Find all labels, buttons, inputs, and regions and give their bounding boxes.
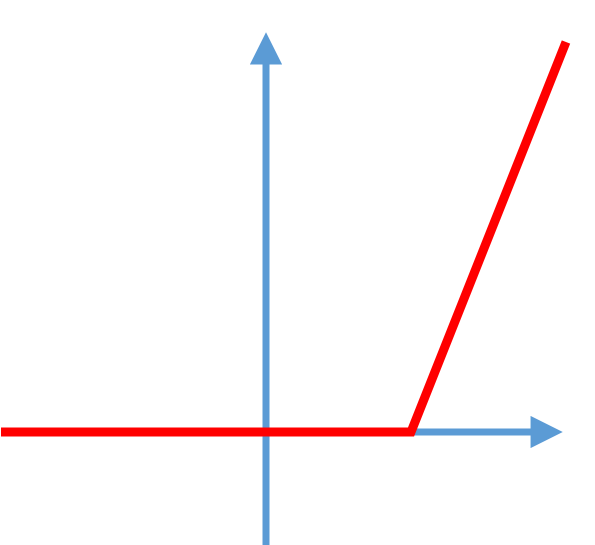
series-group <box>1 40 571 437</box>
series-line-0 <box>1 40 571 437</box>
